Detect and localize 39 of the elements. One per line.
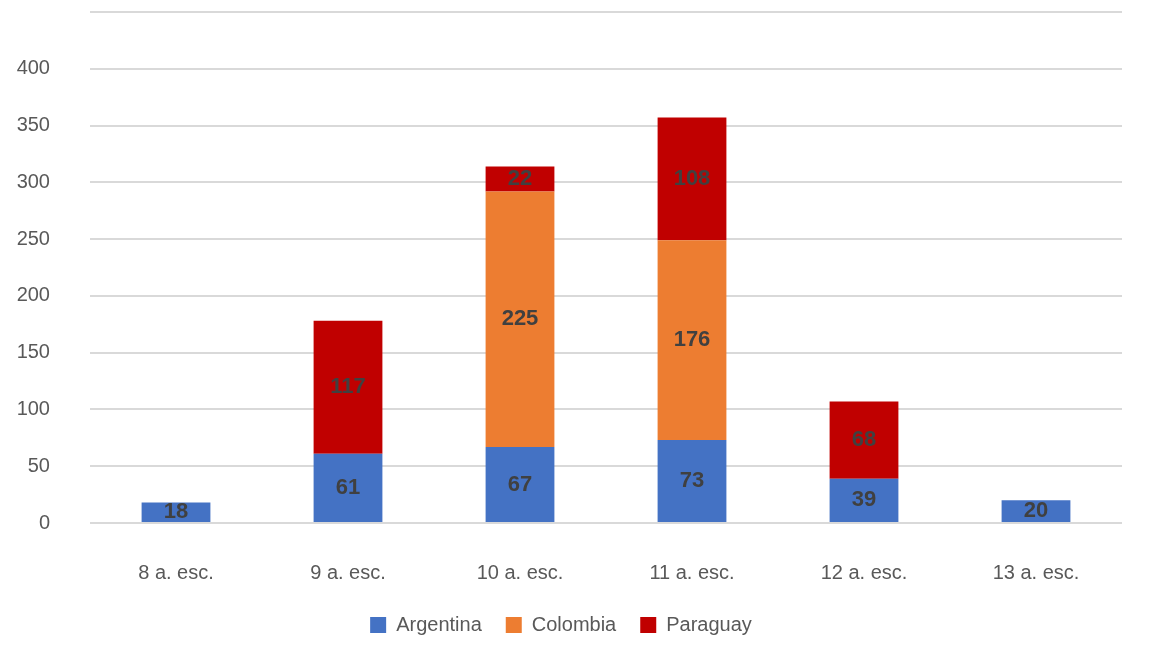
data-label: 22 (507, 164, 533, 190)
y-tick-label: 150 (16, 340, 50, 363)
x-tick-label: 11 a. esc. (649, 560, 735, 583)
data-label: 39 (851, 486, 877, 512)
legend-label: Colombia (531, 612, 618, 635)
y-tick-label: 400 (16, 56, 50, 79)
x-tick-label: 10 a. esc. (476, 560, 564, 583)
data-label: 68 (851, 426, 877, 452)
bar (313, 320, 383, 454)
data-label: 225 (501, 305, 539, 331)
x-tick-label: 8 a. esc. (138, 560, 214, 583)
bar (485, 191, 555, 447)
legend-label: Paraguay (666, 612, 752, 635)
y-tick-label: 250 (16, 226, 50, 249)
bar (313, 453, 383, 522)
data-label: 117 (330, 373, 366, 399)
bar (657, 117, 727, 241)
bar (829, 478, 899, 522)
bar (657, 440, 727, 522)
y-tick-label: 300 (16, 169, 50, 192)
bar (829, 401, 899, 479)
data-label: 73 (679, 467, 705, 493)
bar (485, 446, 555, 522)
data-label: 61 (335, 473, 361, 499)
y-tick-label: 200 (16, 283, 50, 306)
data-label: 20 (1023, 497, 1049, 523)
bar (657, 240, 727, 441)
y-tick-label: 50 (27, 453, 50, 476)
x-tick-label: 9 a. esc. (310, 560, 386, 583)
legend-label: Argentina (396, 612, 483, 635)
y-tick-label: 350 (16, 113, 50, 136)
data-label: 108 (673, 164, 711, 190)
data-label: 18 (163, 498, 189, 524)
y-tick-label: 0 (38, 510, 50, 533)
data-label: 67 (507, 470, 533, 496)
data-label: 176 (673, 326, 711, 352)
x-tick-label: 13 a. esc. (992, 560, 1080, 583)
x-tick-label: 12 a. esc. (820, 560, 908, 583)
y-tick-label: 100 (16, 396, 50, 419)
